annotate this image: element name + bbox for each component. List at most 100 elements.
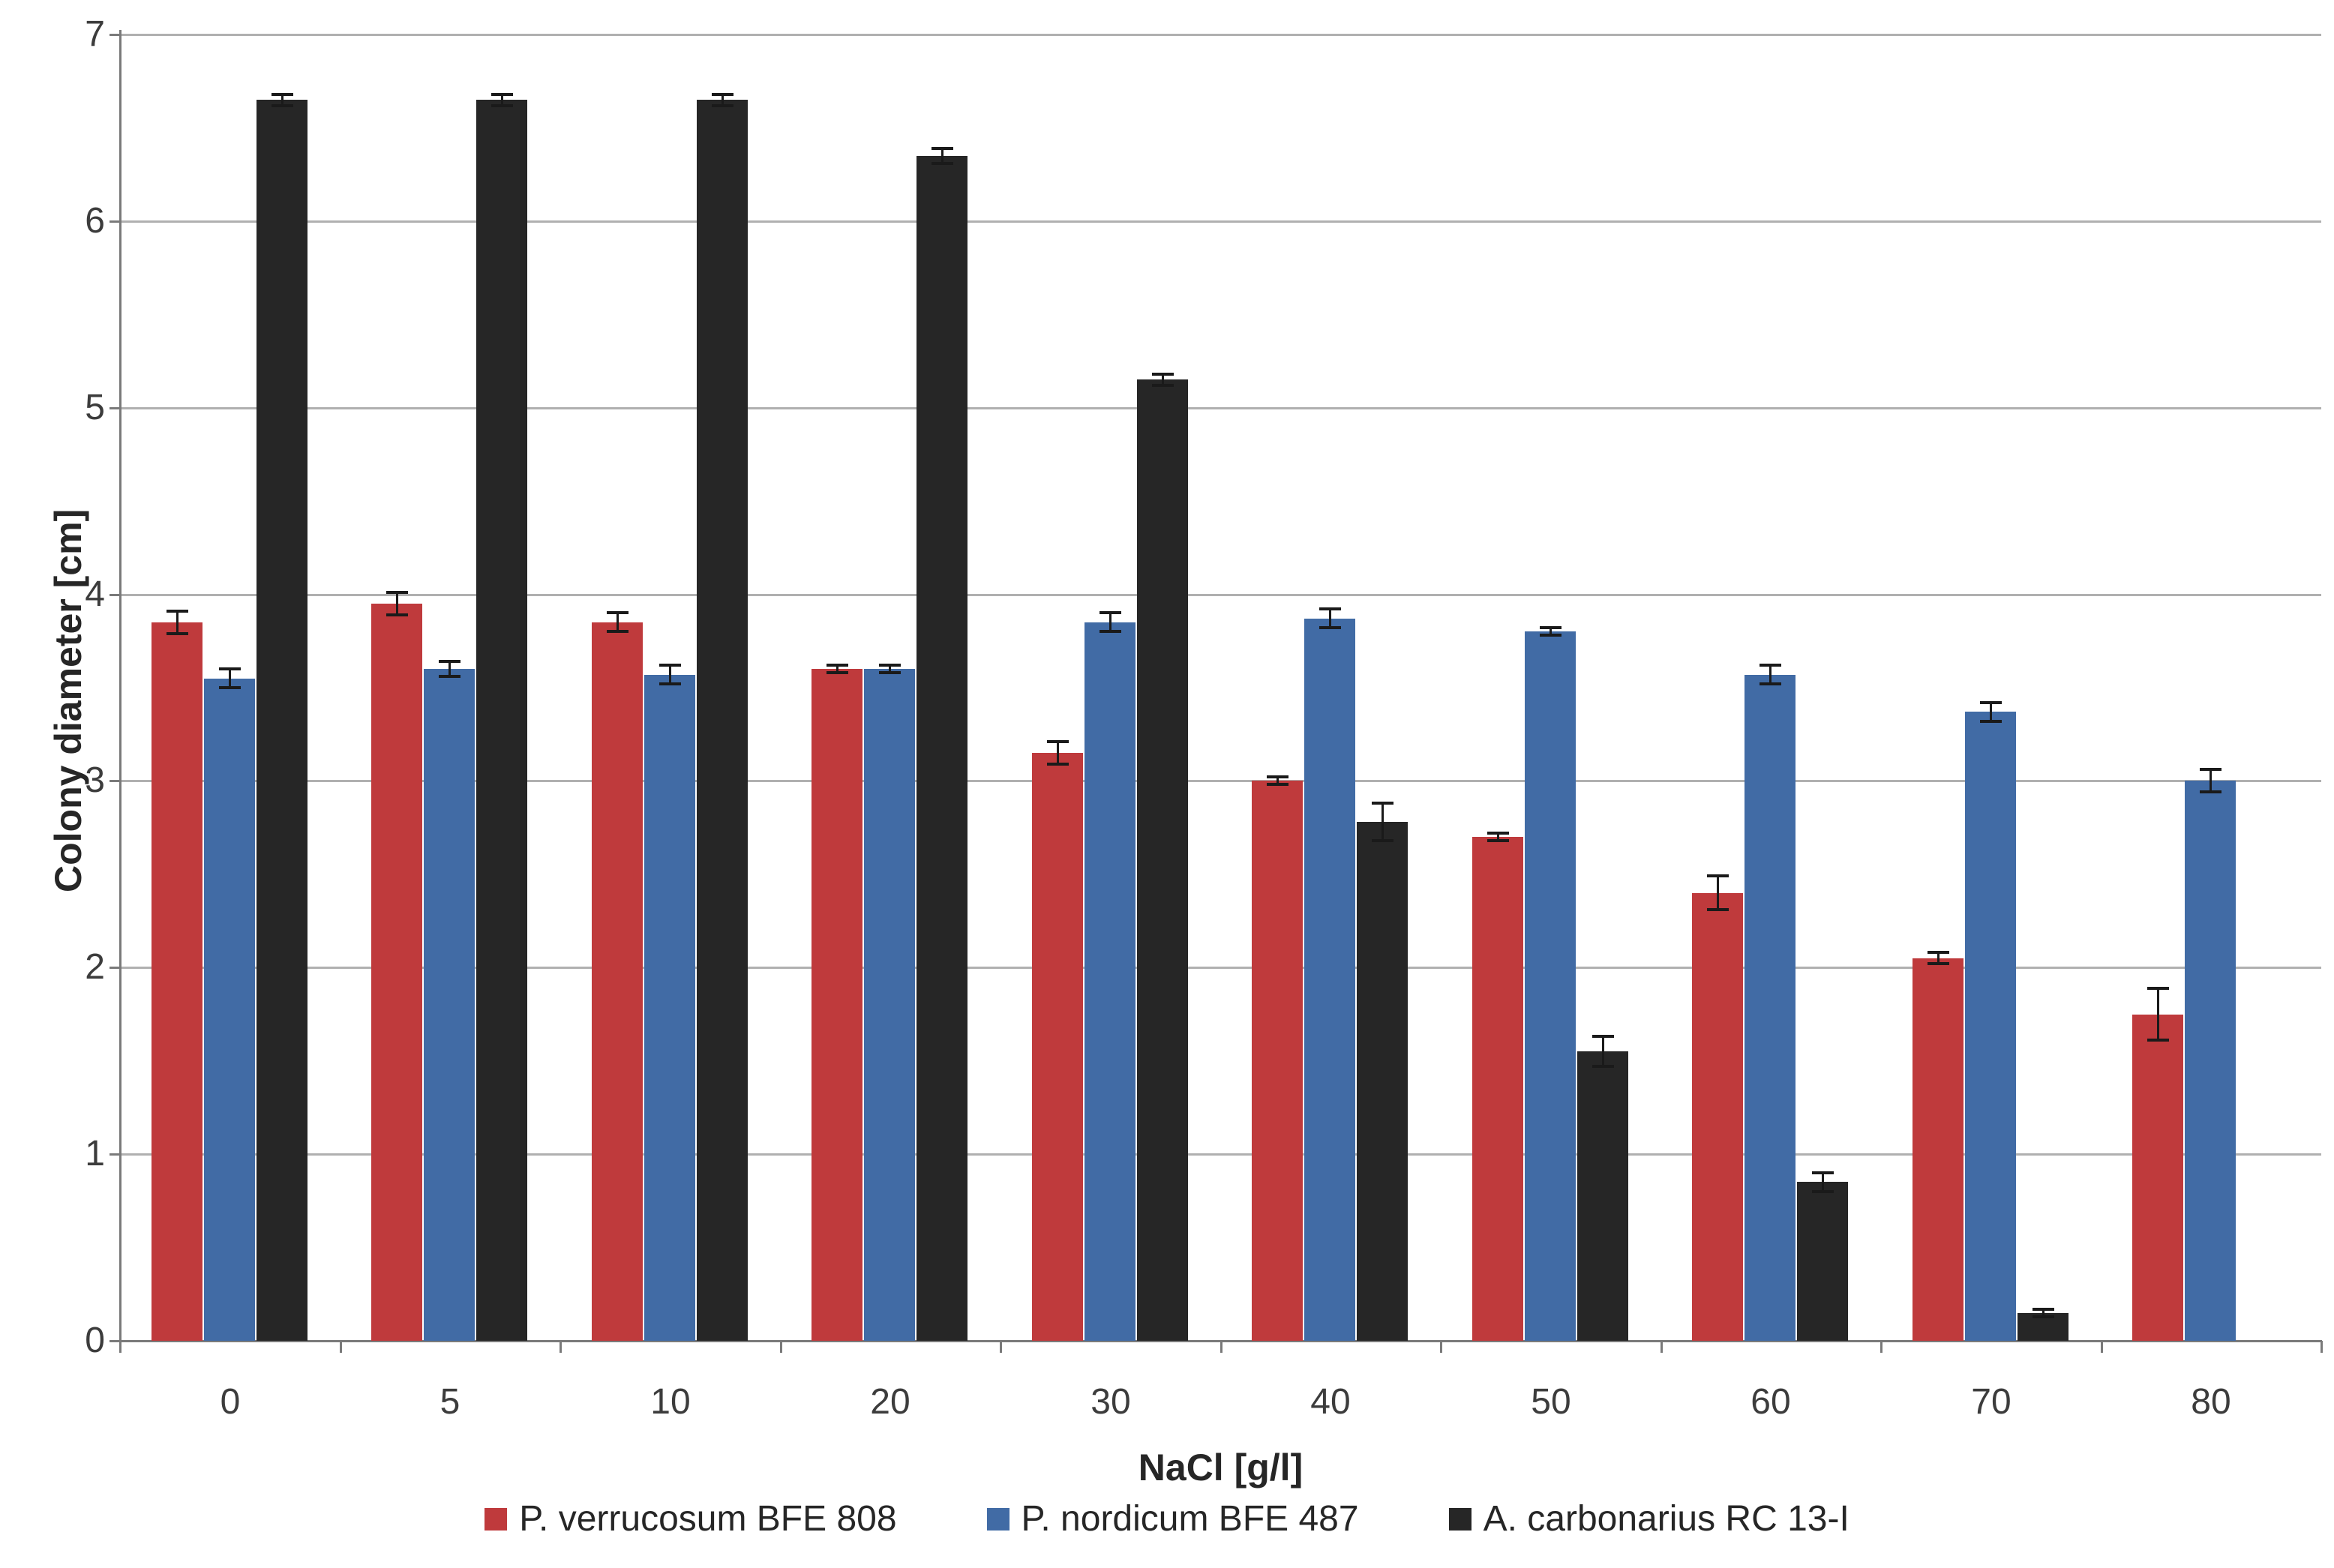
y-tick-label-5: 5 xyxy=(85,388,105,427)
bar-0-series-2 xyxy=(204,679,255,1341)
error-bar-cap-top xyxy=(1046,740,1069,743)
x-tick-2 xyxy=(560,1341,562,1353)
legend-swatch-icon xyxy=(1448,1508,1472,1531)
bar-10-series-3 xyxy=(697,100,748,1341)
error-bar xyxy=(1602,1036,1604,1066)
y-tick-label-2: 2 xyxy=(85,947,105,987)
gridline-y-4 xyxy=(120,594,2321,596)
error-bar-cap-bottom xyxy=(386,613,408,616)
x-tick-8 xyxy=(1880,1341,1882,1353)
legend-entry-2: P. nordicum BFE 487 xyxy=(986,1498,1359,1540)
y-tick-label-3: 3 xyxy=(85,760,105,800)
gridline-y-5 xyxy=(120,407,2321,409)
error-bar-cap-top xyxy=(1811,1171,1834,1174)
error-bar-cap-bottom xyxy=(1811,1190,1834,1193)
error-bar-cap-top xyxy=(1759,664,1781,667)
error-bar xyxy=(1822,1173,1824,1192)
x-tick-5 xyxy=(1220,1341,1222,1353)
y-tick-7 xyxy=(110,34,120,36)
error-bar xyxy=(281,94,284,106)
y-tick-label-6: 6 xyxy=(85,201,105,241)
legend-label: A. carbonarius RC 13-I xyxy=(1483,1499,1850,1539)
error-bar xyxy=(722,94,724,106)
x-tick-1 xyxy=(340,1341,342,1353)
bar-60-series-2 xyxy=(1744,675,1796,1341)
error-bar-cap-bottom xyxy=(2199,790,2222,793)
error-bar-cap-bottom xyxy=(931,162,953,165)
error-bar-cap-top xyxy=(271,93,293,96)
error-bar-cap-top xyxy=(1371,802,1394,805)
error-bar-cap-bottom xyxy=(878,671,901,674)
bar-20-series-2 xyxy=(864,669,915,1341)
x-tick-7 xyxy=(1660,1341,1663,1353)
error-bar-cap-bottom xyxy=(1539,634,1562,637)
error-bar-cap-bottom xyxy=(438,675,460,678)
error-bar xyxy=(941,148,944,163)
x-tick-label-50: 50 xyxy=(1531,1382,1571,1422)
error-bar-cap-top xyxy=(218,667,241,670)
x-tick-label-80: 80 xyxy=(2191,1382,2231,1422)
x-tick-label-60: 60 xyxy=(1750,1382,1791,1422)
error-bar-cap-bottom xyxy=(1266,783,1288,786)
y-tick-label-7: 7 xyxy=(85,14,105,54)
bar-40-series-3 xyxy=(1357,822,1408,1341)
error-bar-cap-top xyxy=(1266,775,1288,778)
error-bar-cap-top xyxy=(606,611,628,614)
bar-60-series-3 xyxy=(1797,1182,1848,1341)
y-axis-line xyxy=(119,30,122,1353)
gridline-y-1 xyxy=(120,1153,2321,1156)
x-tick-4 xyxy=(1000,1341,1002,1353)
error-bar-cap-bottom xyxy=(218,686,241,689)
y-tick-label-0: 0 xyxy=(85,1321,105,1360)
error-bar-cap-bottom xyxy=(1592,1065,1614,1068)
error-bar-cap-top xyxy=(438,660,460,663)
y-tick-4 xyxy=(110,594,120,596)
error-bar xyxy=(229,669,231,688)
error-bar-cap-bottom xyxy=(1706,908,1729,911)
y-tick-1 xyxy=(110,1153,120,1156)
error-bar xyxy=(1382,803,1384,841)
error-bar-cap-bottom xyxy=(826,671,848,674)
bar-0-series-3 xyxy=(256,100,308,1341)
error-bar xyxy=(889,665,891,673)
bar-50-series-3 xyxy=(1577,1051,1628,1341)
error-bar-cap-top xyxy=(1318,607,1341,610)
bar-30-series-3 xyxy=(1137,379,1188,1341)
error-bar-cap-top xyxy=(826,664,848,667)
bar-5-series-2 xyxy=(424,669,475,1341)
y-tick-0 xyxy=(110,1340,120,1342)
error-bar xyxy=(669,665,671,684)
x-tick-label-40: 40 xyxy=(1310,1382,1351,1422)
x-axis-title: NaCl [g/l] xyxy=(1138,1447,1304,1489)
bar-40-series-2 xyxy=(1304,619,1355,1341)
error-bar xyxy=(176,611,178,634)
gridline-y-2 xyxy=(120,967,2321,969)
bar-80-series-2 xyxy=(2185,781,2236,1341)
error-bar xyxy=(616,613,619,631)
error-bar xyxy=(2042,1309,2044,1317)
error-bar-cap-bottom xyxy=(1318,626,1341,629)
x-tick-6 xyxy=(1440,1341,1442,1353)
error-bar-cap-bottom xyxy=(1046,763,1069,766)
error-bar-cap-top xyxy=(490,93,513,96)
error-bar xyxy=(2157,988,2159,1040)
error-bar-cap-bottom xyxy=(490,104,513,107)
error-bar-cap-top xyxy=(878,664,901,667)
error-bar-cap-top xyxy=(2199,768,2222,771)
x-tick-10 xyxy=(2320,1341,2323,1353)
error-bar-cap-top xyxy=(1151,373,1174,376)
bar-60-series-1 xyxy=(1692,893,1743,1341)
error-bar xyxy=(1990,703,1992,721)
error-bar-cap-bottom xyxy=(2146,1039,2169,1042)
bar-20-series-1 xyxy=(812,669,862,1341)
error-bar-cap-bottom xyxy=(1486,839,1509,842)
error-bar-cap-bottom xyxy=(1151,384,1174,387)
error-bar-cap-bottom xyxy=(711,104,734,107)
error-bar xyxy=(396,592,398,615)
error-bar-cap-top xyxy=(1927,951,1949,954)
error-bar-cap-bottom xyxy=(2032,1315,2054,1318)
y-tick-2 xyxy=(110,967,120,969)
error-bar-cap-bottom xyxy=(1927,962,1949,965)
error-bar-cap-bottom xyxy=(606,630,628,633)
